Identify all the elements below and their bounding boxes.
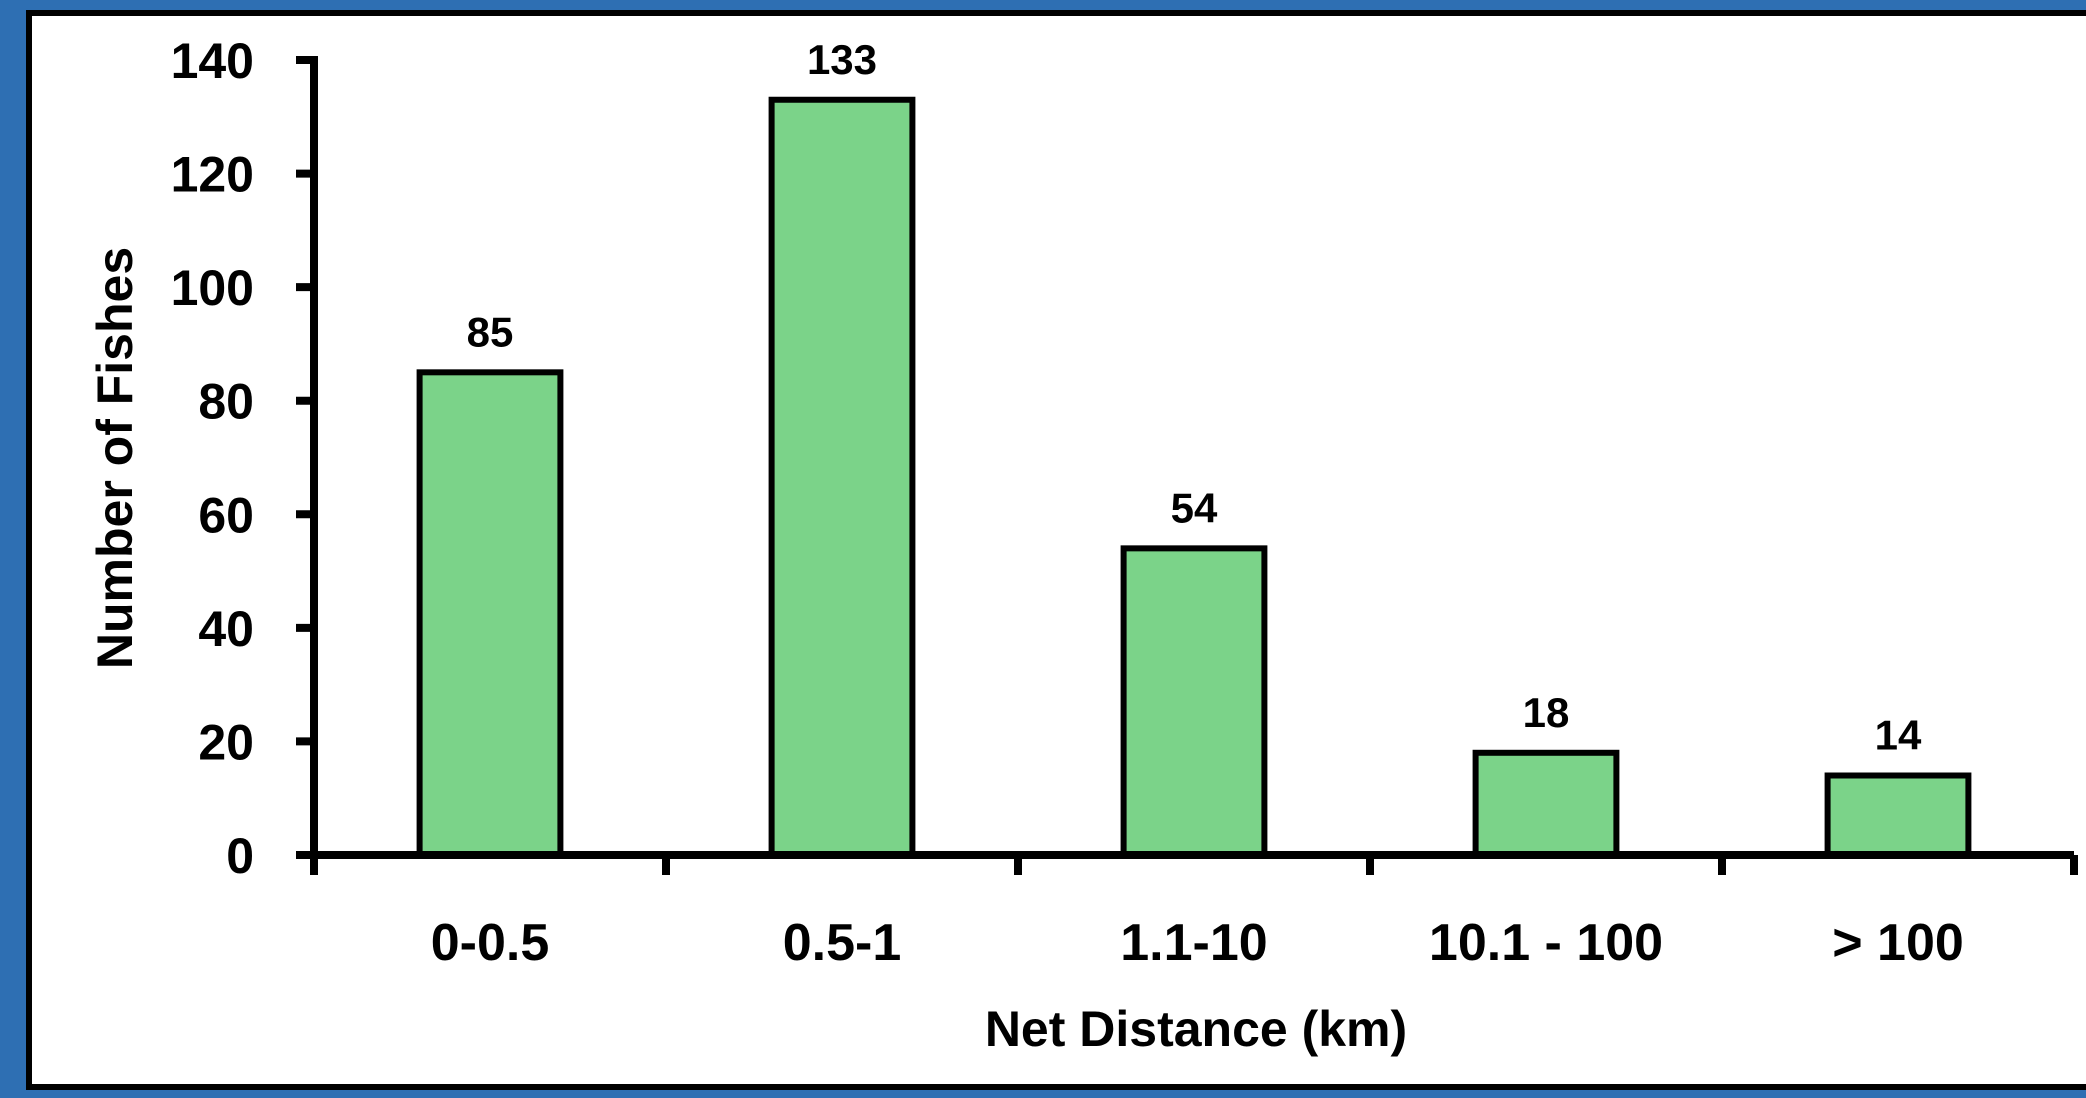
y-tick-label: 140 <box>171 33 254 89</box>
labels-layer: 85 0-0.5 133 0.5-1 54 1.1-10 18 10.1 - 100 14 > 1… <box>171 33 1964 972</box>
data-label: 14 <box>1875 712 1922 759</box>
y-axis-title: Number of Fishes <box>87 247 143 669</box>
x-tick-label: 10.1 - 100 <box>1429 914 1663 972</box>
x-tick-label: 0-0.5 <box>431 914 550 972</box>
y-tick-label: 120 <box>171 147 254 203</box>
bar <box>1472 749 1620 858</box>
bar <box>1824 772 1972 858</box>
y-tick-label: 100 <box>171 260 254 316</box>
data-label: 18 <box>1523 689 1570 736</box>
y-tick-label: 60 <box>198 487 254 543</box>
bar <box>1120 545 1268 858</box>
y-tick-label: 80 <box>198 374 254 430</box>
y-tick-label: 40 <box>198 601 254 657</box>
data-label: 85 <box>467 308 514 355</box>
y-tick-label: 0 <box>226 828 254 884</box>
y-tick-label: 20 <box>198 714 254 770</box>
bar <box>416 369 564 858</box>
bar <box>768 96 916 858</box>
x-tick-label: > 100 <box>1832 914 1964 972</box>
axes-layer <box>296 56 2078 875</box>
bars-layer <box>416 96 1972 858</box>
x-tick-label: 1.1-10 <box>1120 914 1267 972</box>
chart-frame <box>26 10 2086 1090</box>
x-tick-label: 0.5-1 <box>783 914 902 972</box>
data-label: 54 <box>1171 484 1218 531</box>
data-label: 133 <box>807 36 877 83</box>
x-axis-title: Net Distance (km) <box>985 1001 1407 1057</box>
